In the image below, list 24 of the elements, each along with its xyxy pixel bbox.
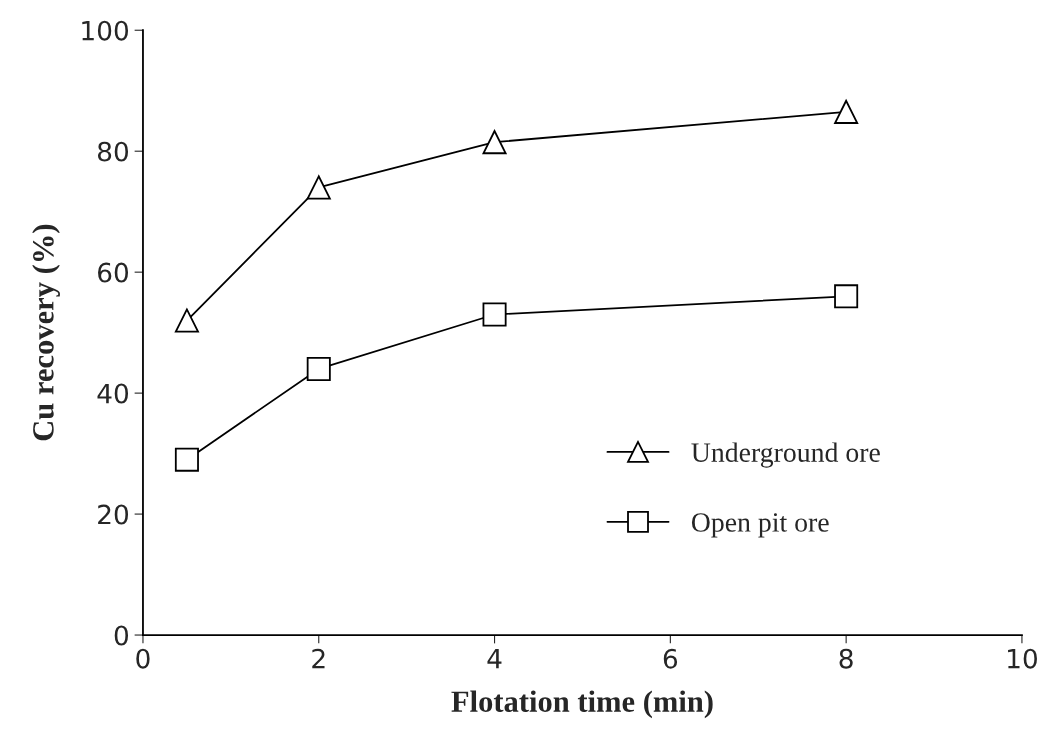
y-tick-label: 40 — [97, 383, 129, 404]
point — [482, 302, 507, 327]
point — [834, 284, 859, 309]
x-tick-label: 4 — [487, 649, 502, 669]
legend-label: Underground ore — [691, 442, 880, 468]
point — [482, 130, 507, 155]
x-tick-label: 6 — [663, 648, 678, 669]
point — [834, 99, 859, 124]
legend-label: Open pit ore — [691, 513, 829, 538]
point — [174, 447, 199, 472]
y-tick-label: 100 — [82, 20, 129, 41]
y-axis-title: Cu recovery (%) — [32, 224, 60, 441]
y-tick-label: 60 — [98, 262, 129, 283]
x-axis-title: Flotation time (min) — [451, 690, 713, 719]
x-tick-label: 2 — [312, 648, 325, 669]
x-tick-label: 8 — [839, 648, 853, 669]
y-tick-label: 80 — [97, 141, 129, 162]
y-tick-label: 0 — [114, 625, 129, 646]
point — [174, 308, 199, 333]
x-tick-label: 10 — [1008, 648, 1037, 669]
y-tick-label: 20 — [98, 504, 129, 525]
point — [306, 356, 331, 381]
point — [306, 175, 331, 200]
x-tick-label: 0 — [136, 648, 150, 669]
